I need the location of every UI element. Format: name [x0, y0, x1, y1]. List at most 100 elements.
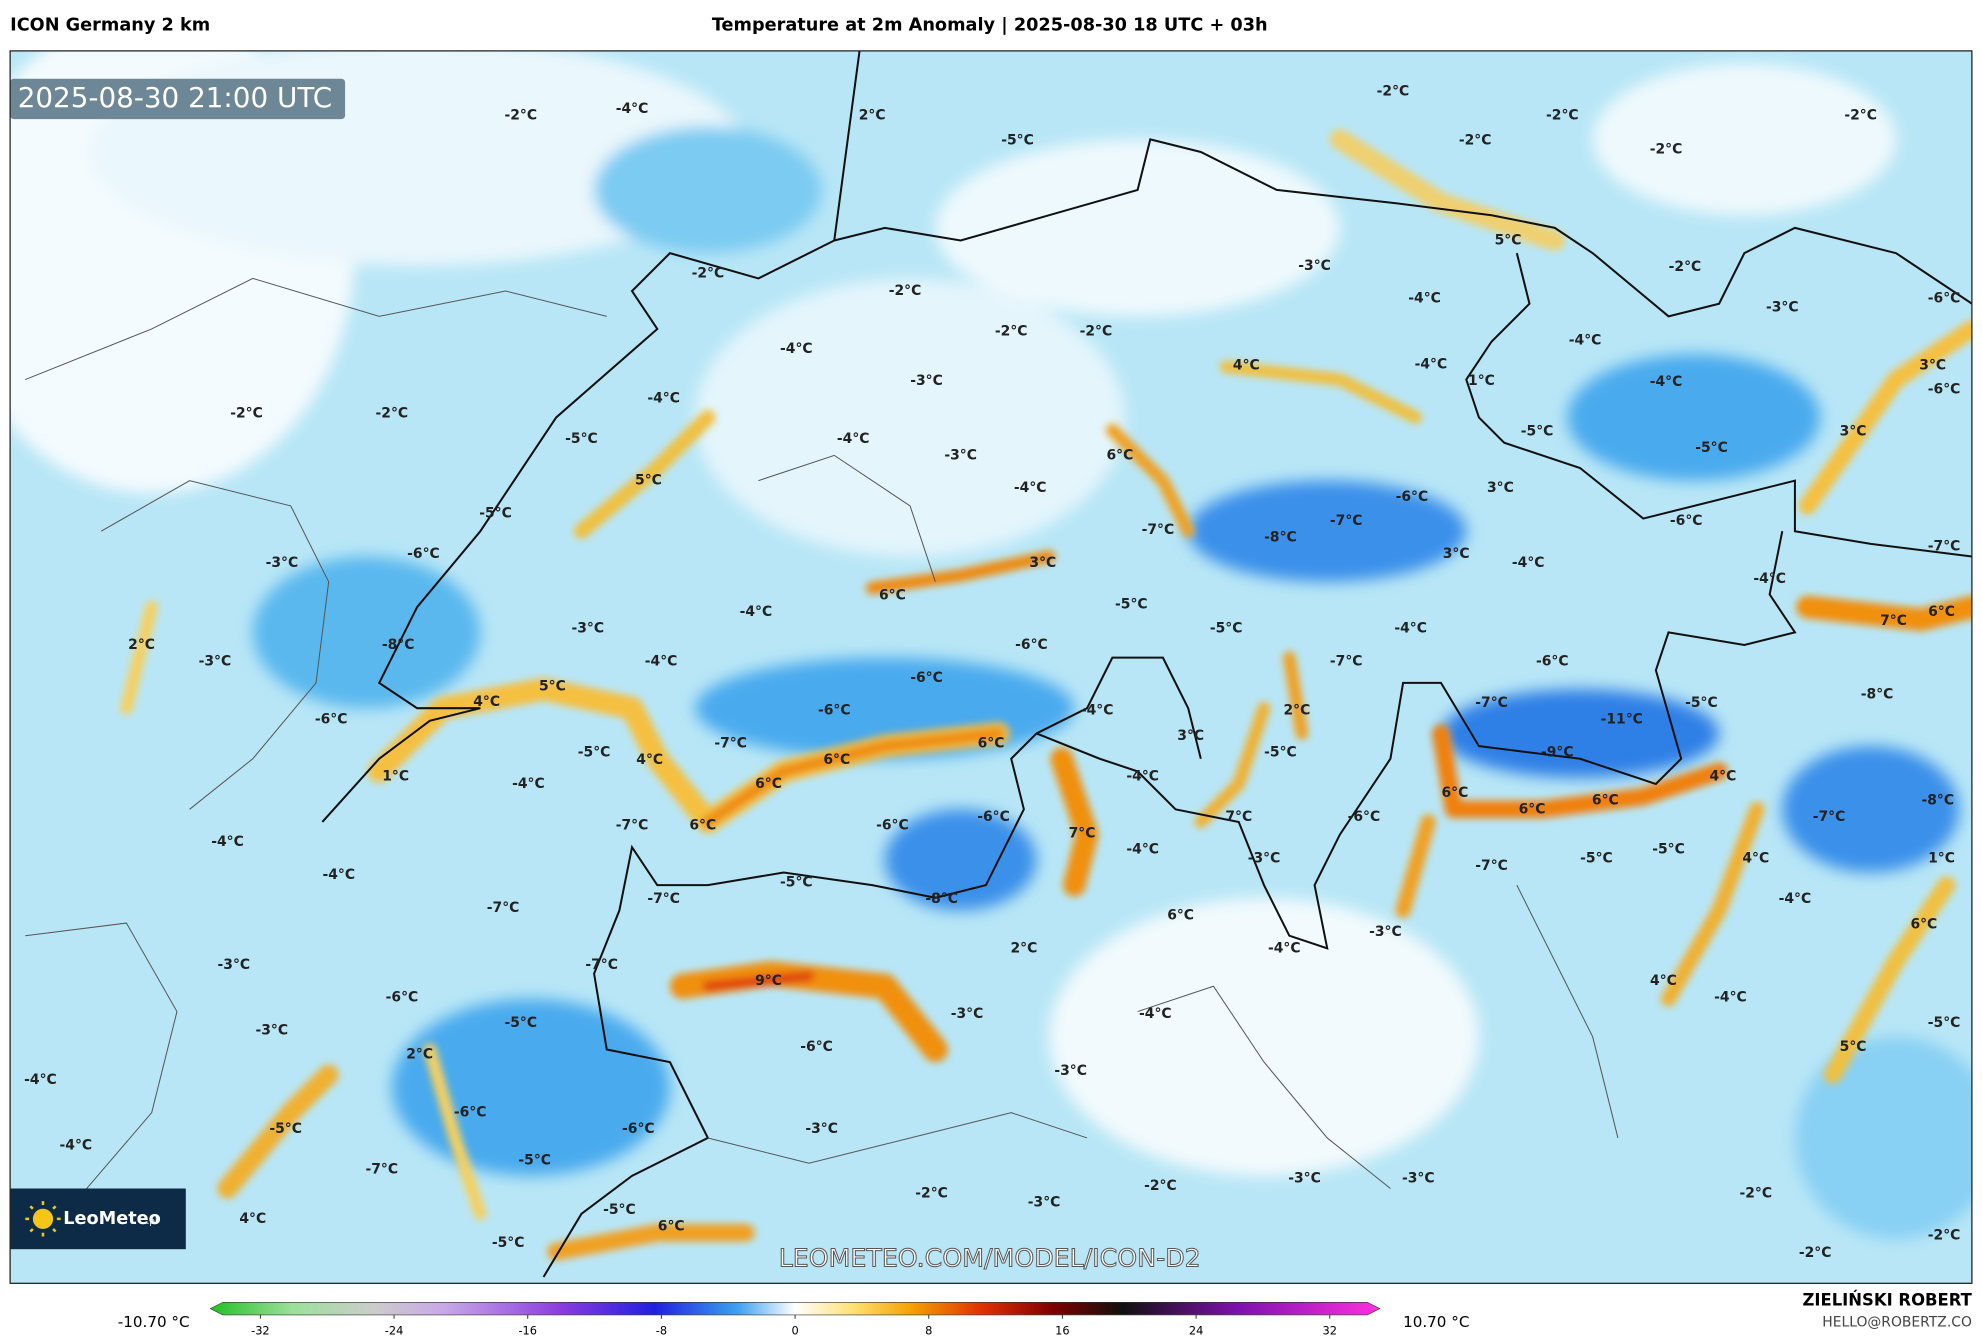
- contour-label: -7°C: [616, 818, 649, 834]
- contour-label: -3°C: [255, 1023, 288, 1039]
- contour-label: -4°C: [1081, 703, 1114, 719]
- colorbar-tick-label: -16: [518, 1323, 537, 1337]
- contour-label: -2°C: [1144, 1178, 1177, 1194]
- contour-label: 6°C: [978, 736, 1005, 752]
- contour-label: -4°C: [1569, 332, 1602, 348]
- contour-label: 6°C: [1910, 916, 1937, 932]
- contour-label: -4°C: [1415, 356, 1448, 372]
- contour-label: -5°C: [780, 875, 813, 891]
- contour-label: -7°C: [647, 891, 680, 907]
- contour-label: 2°C: [406, 1047, 433, 1063]
- contour-labels: -2°C -4°C 2°C -5°C -2°C -2°C -2°C -2°C -2°C 5°C -3…: [24, 83, 1960, 1261]
- contour-label: -4°C: [1268, 940, 1301, 956]
- contour-label: -6°C: [1015, 637, 1048, 653]
- author: ZIELIŃSKI ROBERT: [1802, 1291, 1972, 1310]
- contour-label: -4°C: [1014, 480, 1047, 496]
- contour-label: -4°C: [647, 390, 680, 406]
- contour-label: -6°C: [818, 703, 851, 719]
- contour-label: 4°C: [1709, 768, 1736, 784]
- contour-label: 5°C: [539, 679, 566, 695]
- contour-label: 4°C: [636, 752, 663, 768]
- contour-label: -2°C: [1459, 133, 1492, 149]
- country-borders: [321, 50, 1972, 1278]
- contour-label: -9°C: [1541, 744, 1574, 760]
- contour-label: -4°C: [1139, 1006, 1172, 1022]
- colorbar-bar: [209, 1301, 1381, 1316]
- contour-label: -3°C: [1402, 1170, 1435, 1186]
- contour-label: -5°C: [1521, 423, 1554, 439]
- contour-label: -5°C: [492, 1235, 525, 1251]
- contour-label: 5°C: [635, 473, 662, 489]
- contour-label: -2°C: [995, 324, 1028, 340]
- contour-label: -7°C: [1475, 695, 1508, 711]
- contour-label: -4°C: [837, 431, 870, 447]
- contour-label: 6°C: [1107, 447, 1134, 463]
- contour-label: 1°C: [1928, 851, 1955, 867]
- contour-label: -6°C: [1670, 513, 1703, 529]
- contour-label: -3°C: [1288, 1170, 1321, 1186]
- contour-label: -8°C: [925, 891, 958, 907]
- contour-label: -5°C: [1695, 440, 1728, 456]
- contour-label: -3°C: [199, 653, 232, 669]
- contour-label: -4°C: [322, 867, 355, 883]
- contour-label: 3°C: [1487, 480, 1514, 496]
- contour-label: -6°C: [800, 1039, 833, 1055]
- contour-label: 6°C: [879, 588, 906, 604]
- contour-label: -2°C: [889, 283, 922, 299]
- contour-label: -3°C: [1369, 924, 1402, 940]
- contour-label: -6°C: [876, 818, 909, 834]
- colorbar: -32 -24 -16 -8 0 8 16 24 32: [209, 1301, 1381, 1337]
- contour-label: -2°C: [915, 1186, 948, 1202]
- contour-label: -7°C: [1142, 522, 1175, 538]
- map-title: Temperature at 2m Anomaly | 2025-08-30 1…: [712, 16, 1268, 36]
- contour-label: -2°C: [1377, 83, 1410, 99]
- contour-label: -5°C: [1115, 597, 1148, 613]
- contour-label: -4°C: [60, 1138, 93, 1154]
- logo-sun: [25, 1201, 61, 1237]
- contour-label: -7°C: [487, 900, 520, 916]
- contour-label: -2°C: [230, 406, 263, 422]
- contour-label: -2°C: [1080, 324, 1113, 340]
- contour-label: 1°C: [1468, 373, 1495, 389]
- map: -2°C -4°C 2°C -5°C -2°C -2°C -2°C -2°C -2°C 5°C -3…: [10, 50, 1972, 1284]
- model-name: ICON Germany 2 km: [10, 16, 210, 36]
- contour-label: 2°C: [1283, 703, 1310, 719]
- contour-label: -4°C: [1779, 891, 1812, 907]
- contour-label: -3°C: [218, 957, 251, 973]
- timestamp: 2025-08-30 21:00 UTC: [18, 81, 332, 114]
- contour-label: -4°C: [211, 834, 244, 850]
- contour-label: -6°C: [407, 546, 440, 562]
- contour-label: 3°C: [1443, 546, 1470, 562]
- contour-label: 7°C: [1880, 613, 1907, 629]
- contour-label: -2°C: [692, 265, 725, 281]
- contour-label: -3°C: [805, 1121, 838, 1137]
- contour-label: 6°C: [823, 752, 850, 768]
- contour-label: -7°C: [1813, 809, 1846, 825]
- contour-label: -4°C: [1650, 374, 1683, 390]
- contour-label: 3°C: [1177, 728, 1204, 744]
- contour-label: -4°C: [1714, 990, 1747, 1006]
- contour-label: 1°C: [382, 768, 409, 784]
- contour-label: -7°C: [1330, 513, 1363, 529]
- contour-label: -3°C: [1054, 1063, 1087, 1079]
- contour-label: -2°C: [1739, 1186, 1772, 1202]
- contour-label: 5°C: [1495, 232, 1522, 248]
- colorbar-tick-label: -24: [385, 1323, 404, 1337]
- contour-label: 2°C: [1010, 940, 1037, 956]
- contour-label: -4°C: [1126, 768, 1159, 784]
- contour-label: -5°C: [479, 506, 512, 522]
- colorbar-max: 10.70 °C: [1403, 1313, 1469, 1331]
- contour-label: 6°C: [1928, 604, 1955, 620]
- contour-label: -7°C: [1330, 653, 1363, 669]
- contour-label: 3°C: [1919, 358, 1946, 374]
- contour-label: -2°C: [1650, 141, 1683, 157]
- contour-label: -6°C: [1348, 809, 1381, 825]
- map-frame: [9, 50, 1973, 1284]
- contour-label: -4°C: [740, 604, 773, 620]
- contour-label: -11°C: [1601, 712, 1643, 728]
- contour-label: -6°C: [386, 990, 419, 1006]
- contour-label: -3°C: [1766, 299, 1799, 315]
- contour-label: -5°C: [1685, 695, 1718, 711]
- contour-label: -4°C: [1394, 621, 1427, 637]
